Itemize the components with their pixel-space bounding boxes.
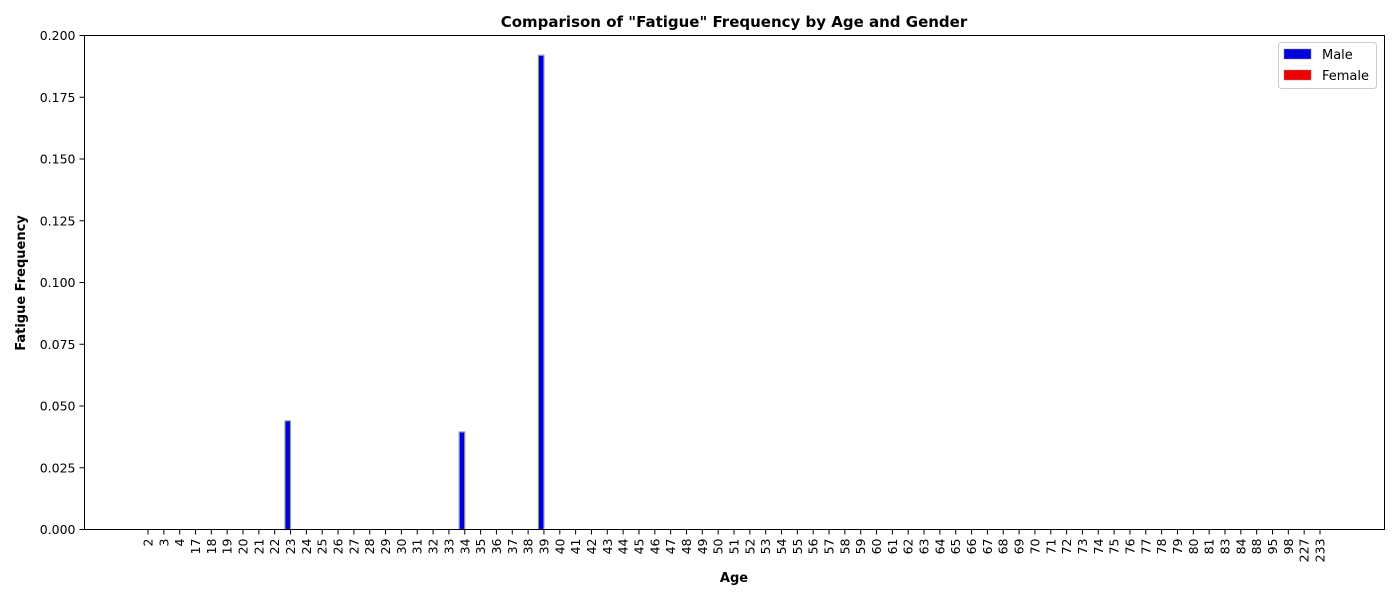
x-tick-label: 40 bbox=[552, 538, 567, 554]
legend-swatch-female bbox=[1283, 69, 1312, 81]
x-tick-label: 24 bbox=[299, 538, 314, 554]
x-tick-label: 20 bbox=[236, 538, 251, 554]
x-tick-label: 65 bbox=[948, 539, 963, 555]
x-tick-label: 78 bbox=[1154, 538, 1169, 554]
x-tick-label: 88 bbox=[1249, 538, 1264, 554]
x-tick-label: 68 bbox=[996, 538, 1011, 554]
x-tick-label: 73 bbox=[1075, 539, 1090, 555]
bar-male-39 bbox=[537, 54, 545, 531]
x-tick-label: 61 bbox=[885, 539, 900, 555]
y-axis-label: Fatigue Frequency bbox=[14, 215, 29, 351]
plot-area: 0.000 0.025 0.050 0.075 0.100 0.125 0.150 0.175… bbox=[40, 28, 1328, 562]
x-tick-label: 80 bbox=[1186, 538, 1201, 554]
x-tick-label: 83 bbox=[1217, 539, 1232, 555]
x-tick-label: 21 bbox=[251, 539, 266, 555]
x-tick-label: 2 bbox=[141, 539, 156, 547]
x-tick-label: 233 bbox=[1313, 539, 1328, 563]
y-tick-label: 0.125 bbox=[40, 213, 76, 228]
x-tick-label: 74 bbox=[1091, 538, 1106, 554]
x-tick-label: 29 bbox=[378, 538, 393, 554]
x-tick-label: 69 bbox=[1012, 538, 1027, 554]
x-tick-label: 53 bbox=[758, 539, 773, 555]
bar-male-34 bbox=[458, 431, 466, 531]
x-tick-label: 67 bbox=[980, 539, 995, 555]
x-tick-label: 70 bbox=[1027, 538, 1042, 554]
bar-male-23 bbox=[284, 420, 292, 531]
x-tick-label: 59 bbox=[853, 538, 868, 554]
x-tick-label: 56 bbox=[806, 538, 821, 554]
x-tick-label: 49 bbox=[695, 538, 710, 554]
x-tick-label: 54 bbox=[774, 538, 789, 554]
x-tick-label: 60 bbox=[869, 538, 884, 554]
y-tick-label: 0.075 bbox=[40, 337, 76, 352]
x-tick-label: 95 bbox=[1265, 539, 1280, 555]
x-tick-label: 19 bbox=[220, 538, 235, 554]
legend-label-female: Female bbox=[1322, 69, 1369, 84]
x-tick-label: 26 bbox=[331, 538, 346, 554]
x-tick-label: 30 bbox=[394, 538, 409, 554]
y-tick-label: 0.150 bbox=[40, 152, 76, 167]
x-tick-label: 52 bbox=[742, 539, 757, 555]
x-tick-label: 63 bbox=[917, 539, 932, 555]
x-tick-label: 32 bbox=[426, 539, 441, 555]
x-tick-label: 27 bbox=[346, 539, 361, 555]
x-tick-label: 75 bbox=[1107, 539, 1122, 555]
x-tick-label: 39 bbox=[536, 538, 551, 554]
x-tick-label: 37 bbox=[505, 539, 520, 555]
x-tick-label: 18 bbox=[204, 538, 219, 554]
x-tick-label: 33 bbox=[441, 539, 456, 555]
x-tick-label: 71 bbox=[1043, 539, 1058, 555]
x-axis-label: Age bbox=[720, 571, 748, 586]
x-tick-label: 76 bbox=[1122, 538, 1137, 554]
chart-title: Comparison of "Fatigue" Frequency by Age… bbox=[501, 13, 968, 31]
x-tick-label: 38 bbox=[521, 538, 536, 554]
x-tick-label: 50 bbox=[711, 538, 726, 554]
y-tick-label: 0.000 bbox=[40, 522, 76, 537]
y-tick-label: 0.025 bbox=[40, 460, 76, 475]
y-tick-label: 0.100 bbox=[40, 275, 76, 290]
x-tick-label: 17 bbox=[188, 539, 203, 555]
x-tick-label: 35 bbox=[473, 539, 488, 555]
x-tick-label: 41 bbox=[568, 539, 583, 555]
y-tick-label: 0.175 bbox=[40, 90, 76, 105]
x-tick-label: 42 bbox=[584, 539, 599, 555]
x-tick-label: 98 bbox=[1281, 538, 1296, 554]
x-tick-label: 64 bbox=[932, 538, 947, 554]
y-tick-label: 0.200 bbox=[40, 28, 76, 43]
x-tick-label: 22 bbox=[267, 539, 282, 555]
x-tick-label: 55 bbox=[790, 539, 805, 555]
x-tick-label: 48 bbox=[679, 538, 694, 554]
x-tick-label: 62 bbox=[901, 539, 916, 555]
x-tick-label: 4 bbox=[172, 538, 187, 546]
x-tick-label: 36 bbox=[489, 538, 504, 554]
x-tick-label: 25 bbox=[315, 539, 330, 555]
plot-frame bbox=[84, 35, 1385, 530]
x-tick-label: 28 bbox=[362, 538, 377, 554]
x-tick-label: 81 bbox=[1202, 539, 1217, 555]
x-tick-label: 43 bbox=[600, 539, 615, 555]
x-tick-label: 47 bbox=[663, 539, 678, 555]
x-tick-label: 34 bbox=[457, 538, 472, 554]
x-tick-label: 46 bbox=[647, 538, 662, 554]
x-tick-label: 66 bbox=[964, 538, 979, 554]
x-tick-label: 23 bbox=[283, 539, 298, 555]
x-tick-label: 51 bbox=[727, 539, 742, 555]
legend-label-male: Male bbox=[1322, 48, 1353, 63]
x-tick-label: 3 bbox=[156, 539, 171, 547]
x-tick-label: 44 bbox=[616, 538, 631, 554]
x-tick-label: 45 bbox=[631, 539, 646, 555]
x-tick-label: 72 bbox=[1059, 539, 1074, 555]
x-tick-label: 77 bbox=[1138, 539, 1153, 555]
x-tick-label: 57 bbox=[822, 539, 837, 555]
x-tick-label: 79 bbox=[1170, 538, 1185, 554]
legend: Male Female bbox=[1278, 42, 1377, 89]
x-tick-label: 58 bbox=[837, 538, 852, 554]
x-tick-label: 31 bbox=[410, 539, 425, 555]
y-tick-label: 0.050 bbox=[40, 399, 76, 414]
x-tick-label: 227 bbox=[1297, 539, 1312, 563]
legend-swatch-male bbox=[1283, 48, 1312, 60]
x-tick-label: 84 bbox=[1233, 538, 1248, 554]
